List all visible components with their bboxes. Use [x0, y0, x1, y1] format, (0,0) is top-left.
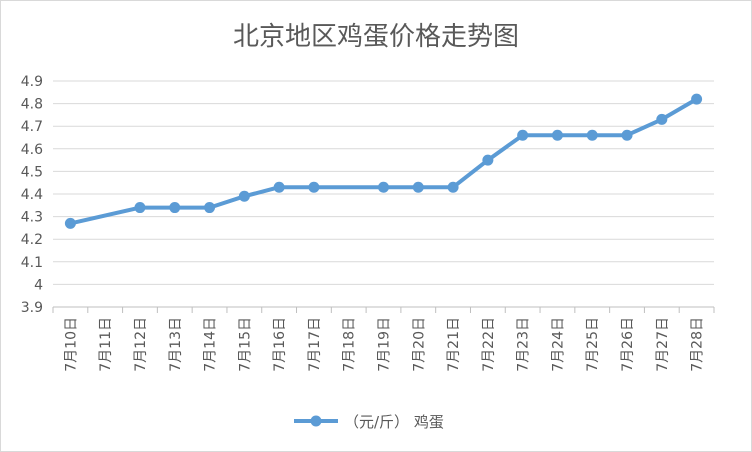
- y-tick-label: 4.8: [21, 97, 43, 113]
- y-tick-label: 3.9: [21, 300, 43, 316]
- data-point: [656, 113, 668, 125]
- y-tick-label: 4: [34, 277, 43, 293]
- data-point: [621, 129, 633, 141]
- legend-marker-swatch: [310, 415, 322, 427]
- x-tick-label: 7月10日: [63, 317, 79, 372]
- x-tick-label: 7月16日: [272, 317, 288, 372]
- data-point: [378, 181, 389, 193]
- data-point: [447, 181, 459, 193]
- x-tick-label: 7月12日: [133, 317, 149, 372]
- y-tick-label: 4.4: [21, 187, 43, 203]
- x-tick-label: 7月21日: [446, 317, 462, 372]
- chart-title: 北京地区鸡蛋价格走势图: [233, 22, 519, 52]
- x-tick-label: 7月23日: [516, 317, 532, 372]
- y-tick-label: 4.7: [21, 119, 43, 135]
- y-tick-label: 4.5: [21, 164, 43, 180]
- x-tick-label: 7月18日: [342, 317, 358, 372]
- x-tick-label: 7月26日: [620, 317, 636, 372]
- data-point: [169, 202, 181, 214]
- gridlines: [53, 80, 714, 308]
- y-tick-label: 4.6: [21, 142, 43, 158]
- x-tick-label: 7月13日: [168, 317, 184, 372]
- x-tick-label: 7月25日: [585, 317, 601, 372]
- y-tick-label: 4.9: [21, 74, 43, 90]
- data-point: [134, 202, 146, 214]
- data-point: [238, 190, 250, 202]
- x-axis-tick-labels: 7月10日 7月11日 7月12日 7月13日 7月14日 7月15日 7月16日 7月17日…: [63, 317, 705, 372]
- data-point: [204, 202, 216, 214]
- x-tick-label: 7月19日: [377, 317, 393, 372]
- y-axis-tick-labels: 3.9 4 4.1 4.2 4.3 4.4 4.5 4.6 4.7 4.8 4.9: [21, 74, 43, 316]
- y-tick-label: 4.3: [21, 210, 43, 226]
- legend: （元/斤） 鸡蛋: [294, 413, 444, 431]
- legend-label: （元/斤） 鸡蛋: [344, 413, 444, 431]
- x-tick-label: 7月28日: [690, 317, 706, 372]
- x-tick-label: 7月17日: [307, 317, 323, 372]
- data-point: [551, 129, 563, 141]
- x-tick-label: 7月15日: [237, 317, 253, 372]
- x-tick-label: 7月20日: [411, 317, 427, 372]
- y-tick-label: 4.2: [21, 232, 43, 248]
- x-tick-label: 7月14日: [203, 317, 219, 372]
- x-tick-label: 7月27日: [655, 317, 671, 372]
- data-point: [586, 129, 598, 141]
- data-point: [64, 217, 76, 229]
- series-layer: [64, 93, 703, 229]
- series-line: [69, 97, 698, 226]
- data-point: [308, 181, 320, 193]
- data-point: [482, 154, 494, 166]
- data-point: [412, 181, 424, 193]
- data-point: [691, 93, 703, 105]
- x-tick-label: 7月24日: [550, 317, 566, 372]
- x-tick-label: 7月11日: [98, 317, 114, 372]
- x-tick-label: 7月22日: [481, 317, 497, 372]
- y-tick-label: 4.1: [21, 255, 43, 271]
- axes: [52, 306, 715, 313]
- data-point: [273, 181, 285, 193]
- data-point: [517, 129, 529, 141]
